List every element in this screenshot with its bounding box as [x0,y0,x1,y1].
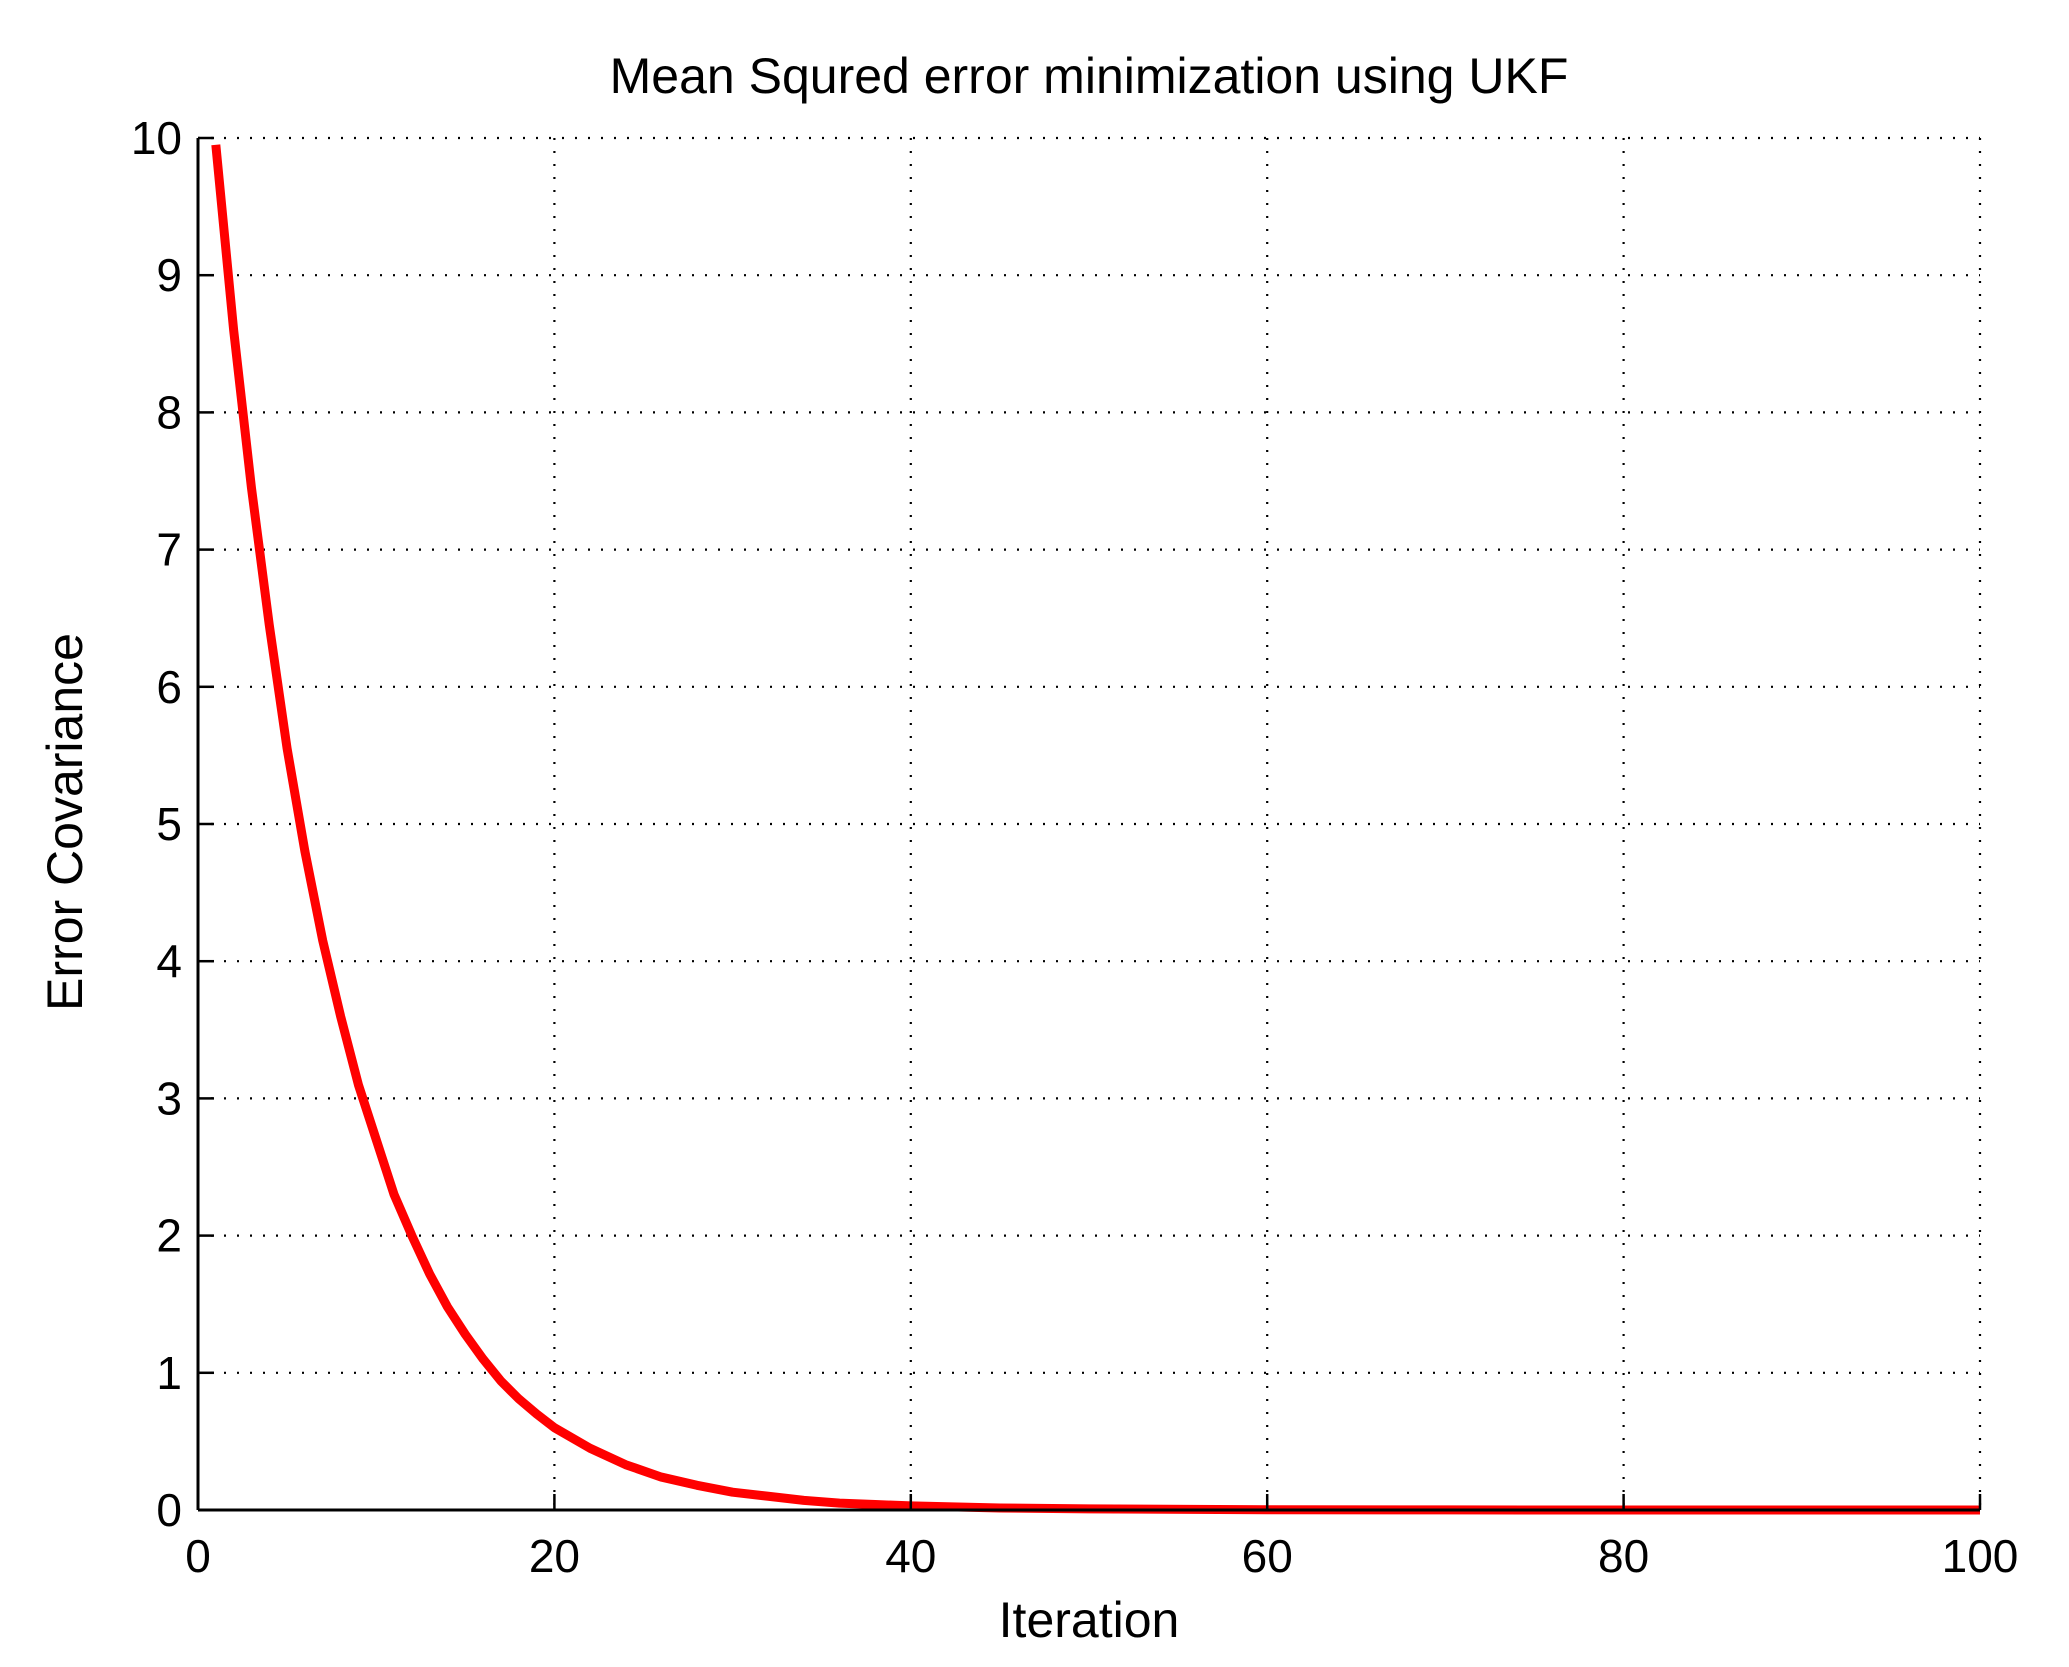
y-tick-label: 1 [156,1347,182,1399]
series-layer [211,144,1980,1515]
tick-marks [196,136,1982,1512]
y-axis-label: Error Covariance [37,633,93,1011]
x-tick-labels: 0 20 40 60 80 100 [185,1530,2018,1582]
x-tick-label: 40 [885,1530,936,1582]
y-tick-label: 8 [156,386,182,438]
x-tick-label: 20 [529,1530,580,1582]
y-tick-label: 2 [156,1210,182,1262]
y-tick-label: 9 [156,249,182,301]
x-tick-label: 60 [1242,1530,1293,1582]
y-tick-labels: 0 1 2 3 4 5 6 7 8 9 10 [131,112,182,1536]
x-tick-label: 0 [185,1530,211,1582]
x-tick-label: 80 [1598,1530,1649,1582]
y-tick-label: 3 [156,1072,182,1124]
x-tick-label: 100 [1942,1530,2019,1582]
chart-title: Mean Squred error minimization using UKF [610,48,1569,104]
y-tick-label: 6 [156,661,182,713]
x-axis-label: Iteration [999,1592,1180,1648]
y-tick-label: 7 [156,524,182,576]
y-tick-label: 0 [156,1484,182,1536]
y-tick-label: 4 [156,935,182,987]
y-tick-label: 5 [156,798,182,850]
y-tick-label: 10 [131,112,182,164]
series-line [211,144,1980,1515]
